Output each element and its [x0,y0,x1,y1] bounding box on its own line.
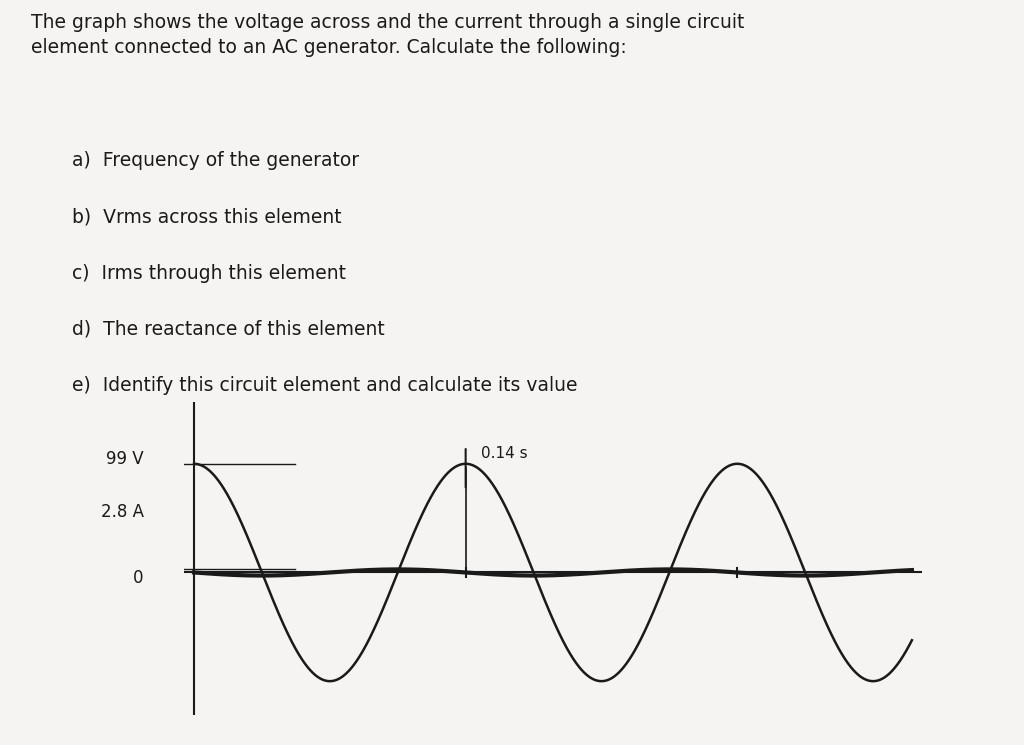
Text: a)  Frequency of the generator: a) Frequency of the generator [72,151,358,171]
Text: b)  Vrms across this element: b) Vrms across this element [72,207,341,226]
Text: e)  Identify this circuit element and calculate its value: e) Identify this circuit element and cal… [72,376,578,395]
Text: 0: 0 [133,568,143,586]
Text: The graph shows the voltage across and the current through a single circuit
elem: The graph shows the voltage across and t… [31,13,744,57]
Text: 0.14 s: 0.14 s [481,446,527,461]
Text: d)  The reactance of this element: d) The reactance of this element [72,320,384,339]
Text: c)  Irms through this element: c) Irms through this element [72,264,346,282]
Text: 99 V: 99 V [106,450,143,468]
Text: 2.8 A: 2.8 A [100,503,143,521]
